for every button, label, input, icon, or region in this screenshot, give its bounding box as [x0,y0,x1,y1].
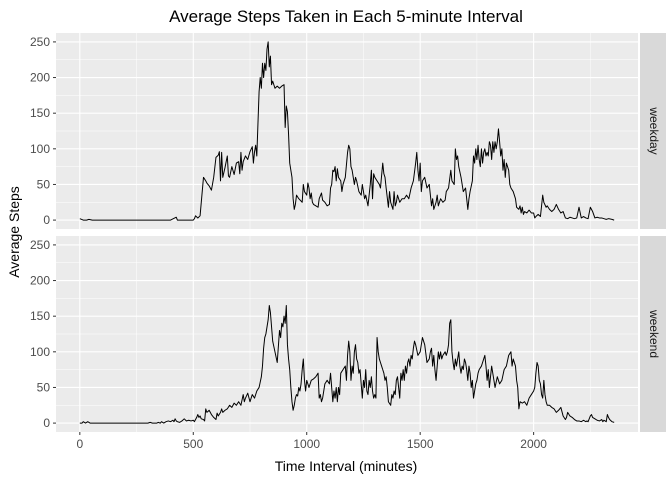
series-line-weekday [79,41,615,221]
facet-panels: 0 50 100 150 200 250 weekday 0 50 100 150 200 250 wee… [30,33,666,451]
panel-weekday: 0 50 100 150 200 250 weekday [30,33,666,229]
facet-strip [640,33,666,229]
x-tick-label: 1000 [293,437,320,451]
y-tick-label: 250 [30,238,50,252]
series-line-weekend [79,304,615,424]
y-tick-label: 50 [37,380,51,394]
y-tick-label: 200 [30,274,50,288]
x-tick-label: 1500 [407,437,434,451]
panel-weekend: 0 50 100 150 200 250 weekend 0 500 1000 1500 2000 [30,236,666,451]
y-tick-label: 250 [30,35,50,49]
y-tick-label: 100 [30,142,50,156]
chart-title: Average Steps Taken in Each 5-minute Int… [169,7,523,26]
y-tick-label: 100 [30,345,50,359]
x-axis-title: Time Interval (minutes) [275,458,418,474]
y-tick-label: 200 [30,71,50,85]
y-tick-label: 0 [43,416,50,430]
y-axis-title: Average Steps [6,186,22,278]
y-tick-label: 150 [30,309,50,323]
x-tick-label: 2000 [520,437,547,451]
x-tick-label: 0 [76,437,83,451]
facet-strip [640,236,666,432]
y-tick-label: 150 [30,106,50,120]
y-tick-label: 0 [43,213,50,227]
x-tick-label: 500 [183,437,203,451]
y-tick-label: 50 [37,177,51,191]
facet-strip-label: weekend [647,309,661,358]
facet-strip-label: weekday [647,106,661,154]
